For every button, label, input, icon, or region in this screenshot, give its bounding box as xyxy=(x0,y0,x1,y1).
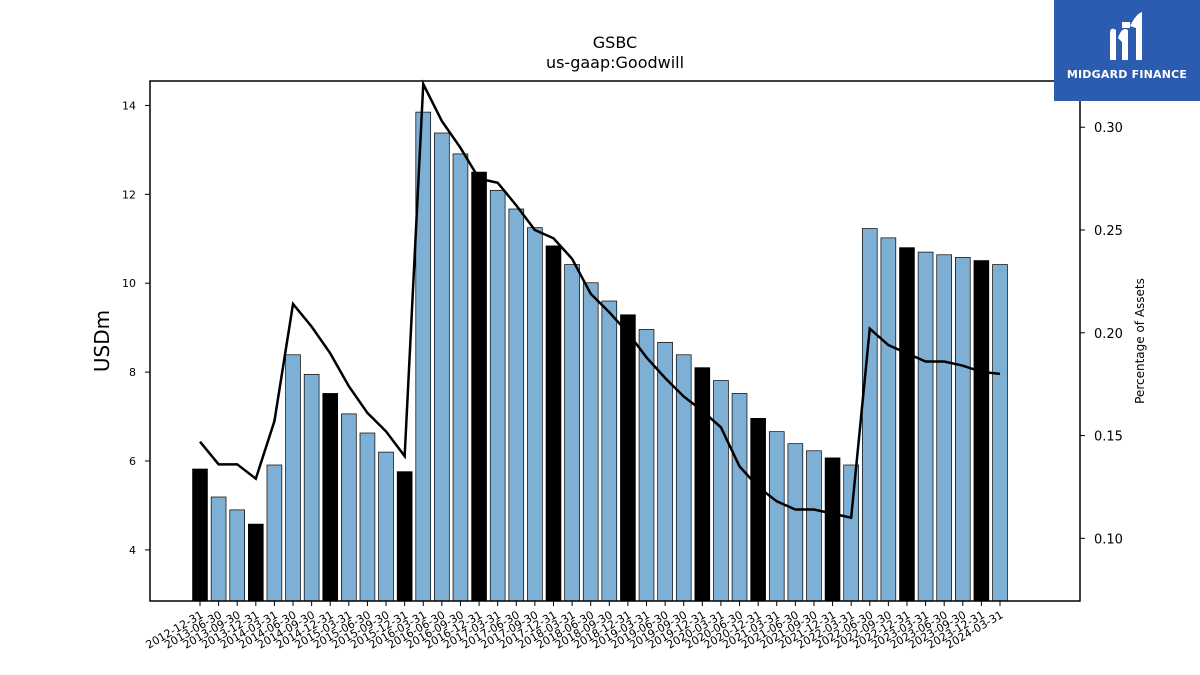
bar-2022-06-30 xyxy=(861,228,878,602)
bar-2020-06-30 xyxy=(731,393,748,602)
bar-2023-09-30 xyxy=(954,257,971,602)
bar-2016-12-31 xyxy=(471,171,487,602)
bar-2016-09-30 xyxy=(452,153,469,602)
chart-title: GSBC xyxy=(593,33,637,52)
bar-2019-06-30 xyxy=(657,341,673,602)
bar-2015-12-31 xyxy=(396,471,413,602)
bar-2015-06-30 xyxy=(359,432,376,602)
bar-2021-03-31 xyxy=(768,431,785,602)
chart-subtitle: us-gaap:Goodwill xyxy=(546,53,684,72)
y2-tick-label: 0.25 xyxy=(1094,224,1123,239)
bar-2018-09-30 xyxy=(601,300,618,602)
y2-tick-label: 0.15 xyxy=(1094,430,1123,445)
bar-2020-03-31 xyxy=(713,380,729,602)
bar-2023-12-31 xyxy=(973,260,990,602)
bar-2019-12-31 xyxy=(694,367,711,602)
midgard-logo-icon xyxy=(1110,12,1142,60)
bar-2013-09-30 xyxy=(229,509,246,602)
y2-tick-label: 0.20 xyxy=(1094,327,1123,342)
y-axis-label-left: USDm xyxy=(90,310,114,372)
bar-2018-12-31 xyxy=(620,314,636,602)
plot-frame xyxy=(149,80,1081,602)
y-tick-label: 8 xyxy=(129,366,136,379)
logo-text: MIDGARD FINANCE xyxy=(1066,68,1188,81)
bar-2012-12-31 xyxy=(192,468,208,602)
bar-2017-03-31 xyxy=(489,189,506,602)
bar-2016-06-30 xyxy=(434,132,450,602)
y-tick-label: 4 xyxy=(129,544,136,557)
bar-2013-06-30 xyxy=(210,496,227,602)
bar-2014-03-31 xyxy=(266,464,283,602)
bar-2017-12-31 xyxy=(545,245,562,602)
bar-2021-06-30 xyxy=(787,443,804,602)
bar-2017-06-30 xyxy=(508,208,525,602)
bar-2015-09-30 xyxy=(378,451,394,602)
bar-2023-03-31 xyxy=(917,251,934,602)
bar-2020-12-31 xyxy=(750,417,766,602)
bar-2019-03-31 xyxy=(638,329,655,602)
bar-2014-09-30 xyxy=(303,373,320,602)
bar-2018-06-30 xyxy=(582,282,599,602)
bar-2022-09-30 xyxy=(880,237,897,602)
bar-2014-12-31 xyxy=(322,393,339,602)
y-tick-label: 12 xyxy=(122,188,136,201)
bar-2022-12-31 xyxy=(899,247,915,602)
bar-2014-06-30 xyxy=(285,354,301,602)
y-tick-label: 14 xyxy=(122,99,136,112)
y-axis-label-right: Percentage of Assets xyxy=(1133,278,1147,404)
axes-group: 4681012140.100.150.200.250.302012-12-312… xyxy=(122,99,1123,651)
y2-tick-label: 0.10 xyxy=(1094,532,1123,547)
y-tick-label: 10 xyxy=(122,277,136,290)
bar-2022-03-31 xyxy=(843,464,859,602)
bar-2024-03-31 xyxy=(992,264,1008,602)
y-tick-label: 6 xyxy=(129,455,136,468)
bar-2021-12-31 xyxy=(824,457,841,602)
y2-tick-label: 0.30 xyxy=(1094,121,1123,136)
bar-2015-03-31 xyxy=(341,413,357,602)
bar-2018-03-31 xyxy=(564,264,580,602)
midgard-finance-logo: MIDGARD FINANCE xyxy=(1054,0,1200,101)
bar-2013-12-31 xyxy=(248,523,264,602)
bar-2017-09-30 xyxy=(527,227,543,602)
percentage-of-assets-line xyxy=(199,79,1001,520)
line-group xyxy=(199,79,1001,520)
bar-2021-09-30 xyxy=(806,450,822,602)
bars-group xyxy=(192,111,1008,602)
bar-2023-06-30 xyxy=(936,254,952,602)
